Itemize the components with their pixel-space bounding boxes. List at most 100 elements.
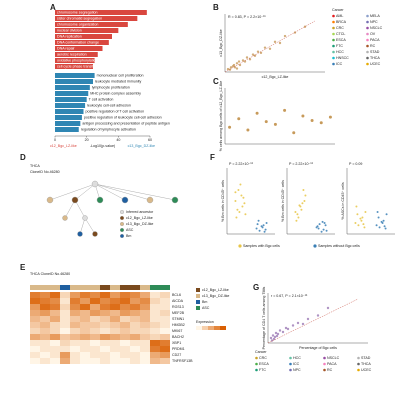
tree-title: THCA xyxy=(30,164,40,168)
heatmap-cell xyxy=(110,322,120,328)
bar xyxy=(55,64,93,69)
heatmap-cell xyxy=(110,310,120,316)
heatmap-cell xyxy=(110,358,120,364)
heatmap-cell xyxy=(30,322,40,328)
legend-swatch xyxy=(357,356,360,360)
point xyxy=(303,200,306,202)
point xyxy=(317,227,320,230)
point xyxy=(229,66,233,69)
legend-swatch xyxy=(332,44,335,48)
column-annotation xyxy=(60,285,70,290)
bar xyxy=(55,10,147,15)
heatmap-cell xyxy=(160,340,170,346)
legend-swatch xyxy=(332,62,335,66)
heatmap-cell xyxy=(60,352,70,358)
gene-label: TNFRSF13B xyxy=(172,359,193,363)
heatmap-cell xyxy=(90,334,100,340)
heatmap-cell xyxy=(80,298,90,304)
point xyxy=(262,224,265,227)
heatmap-cell xyxy=(150,316,160,322)
heatmap-cell xyxy=(150,340,160,346)
legend-label: Inferred ancestor xyxy=(126,210,154,214)
bar xyxy=(55,103,86,108)
point xyxy=(265,222,268,224)
legend-swatch xyxy=(323,368,326,372)
column-annotation xyxy=(160,285,170,290)
y-axis-label: % ASCs in CD45⁺ cells xyxy=(341,182,345,219)
median-point xyxy=(255,111,259,115)
heatmap-cell xyxy=(120,328,130,334)
heatmap-cell xyxy=(150,328,160,334)
point xyxy=(385,213,388,216)
point xyxy=(269,336,273,340)
heatmap-cell xyxy=(130,346,140,352)
heatmap-cell xyxy=(80,304,90,310)
heatmap-cell xyxy=(70,346,80,352)
point xyxy=(304,194,307,197)
heatmap-cell xyxy=(70,328,80,334)
point xyxy=(275,334,279,338)
bar-label: DNA repair xyxy=(57,47,75,51)
heatmap-cell xyxy=(150,346,160,352)
gene-label: RGS13 xyxy=(172,305,184,309)
y-axis-label: % Bm cells in CD45⁺ cells xyxy=(221,180,225,222)
point xyxy=(264,228,267,231)
heatmap-cell xyxy=(60,316,70,322)
heatmap-cell xyxy=(160,334,170,340)
heatmap-cell xyxy=(50,358,60,364)
point xyxy=(306,317,310,321)
median-point xyxy=(310,118,314,122)
bar xyxy=(55,46,103,51)
heatmap-cell xyxy=(130,322,140,328)
legend-swatch xyxy=(196,288,200,292)
heatmap-cell xyxy=(130,352,140,358)
legend-label: ASC xyxy=(202,306,210,310)
heatmap-cell xyxy=(130,334,140,340)
legend-swatch xyxy=(289,368,292,372)
annotation: r = 0.67, P = 2.1×10⁻¹⁶ xyxy=(271,294,308,298)
heatmap-cell xyxy=(70,322,80,328)
heatmap-cell xyxy=(30,340,40,346)
point xyxy=(263,230,266,233)
heatmap-cell xyxy=(80,352,90,358)
legend-swatch xyxy=(196,306,200,310)
point xyxy=(322,228,325,231)
legend-label: ESCA xyxy=(336,38,346,42)
point xyxy=(274,331,278,335)
point xyxy=(243,60,247,63)
heatmap-cell xyxy=(140,352,150,358)
legend-swatch xyxy=(289,362,292,366)
point xyxy=(323,222,326,224)
legend-swatch xyxy=(289,356,292,360)
point xyxy=(241,59,245,62)
median-point xyxy=(246,128,250,132)
heatmap-cell xyxy=(150,304,160,310)
heatmap-cell xyxy=(80,292,90,298)
median-point xyxy=(228,125,232,129)
heatmap-cell xyxy=(60,292,70,298)
heatmap-cell xyxy=(130,340,140,346)
heatmap-cell xyxy=(120,298,130,304)
point xyxy=(318,223,321,226)
panel-label: E xyxy=(20,263,26,272)
heatmap-cell xyxy=(70,304,80,310)
bar xyxy=(55,52,98,57)
heatmap-cell xyxy=(50,292,60,298)
legend-title: Cancer xyxy=(255,350,267,354)
legend-swatch xyxy=(255,356,258,360)
legend-label: CTCL xyxy=(336,32,345,36)
point xyxy=(270,339,274,342)
point xyxy=(271,334,275,337)
column-annotation xyxy=(90,285,100,290)
colorbar-title: Expression xyxy=(196,320,214,324)
point xyxy=(303,25,307,28)
heatmap-cell xyxy=(90,292,100,298)
bar-label: oxidative phosphorylation xyxy=(57,59,98,63)
heatmap-cell xyxy=(90,316,100,322)
legend-swatch xyxy=(366,62,369,66)
bar xyxy=(55,34,112,39)
bar-label: leukocyte cell-cell adhesion xyxy=(87,104,131,108)
heatmap-cell xyxy=(160,322,170,328)
heatmap-cell xyxy=(150,358,160,364)
heatmap-cell xyxy=(50,340,60,346)
